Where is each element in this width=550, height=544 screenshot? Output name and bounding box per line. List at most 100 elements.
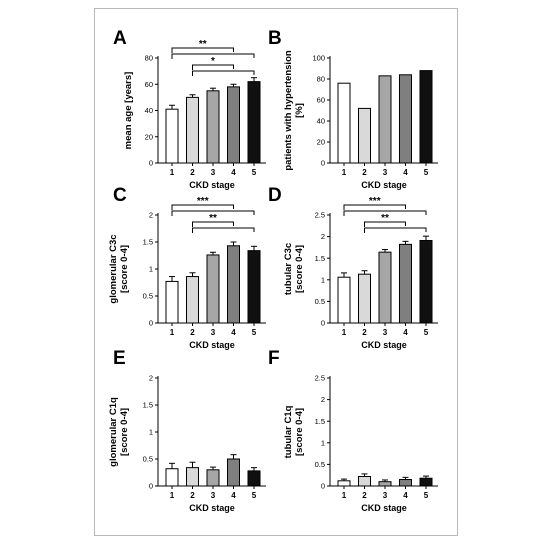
- y-tick-label-f-0: 0: [321, 482, 325, 491]
- panel-label-e: E: [113, 348, 126, 369]
- x-tick-label-f-1: 2: [362, 491, 367, 500]
- y-tick-label-a-3: 60: [145, 80, 153, 89]
- significance-label-d-2: **: [381, 213, 389, 224]
- bar-c-stage-4: [227, 245, 240, 324]
- x-tick-label-b-3: 4: [403, 168, 408, 177]
- y-tick-label-c-1: 0.5: [143, 292, 153, 301]
- y-tick-label-e-1: 0.5: [143, 455, 153, 464]
- bar-e-stage-1: [165, 468, 179, 487]
- panel-label-c: C: [113, 185, 127, 206]
- x-tick-label-a-2: 3: [211, 168, 216, 177]
- y-tick-label-d-4: 2: [321, 232, 325, 241]
- bar-b-stage-2: [358, 107, 371, 164]
- x-tick-label-d-1: 2: [362, 328, 367, 337]
- x-tick-label-f-3: 4: [403, 491, 408, 500]
- bar-a-stage-5: [247, 81, 261, 164]
- y-tick-label-b-0: 0: [321, 159, 325, 168]
- x-tick-label-a-1: 2: [190, 168, 195, 177]
- significance-bracket-a-2: [192, 64, 234, 70]
- y-tick-label-f-2: 1: [321, 438, 325, 447]
- bar-f-stage-2: [358, 475, 371, 487]
- x-tick-label-f-4: 5: [424, 491, 429, 500]
- bar-a-stage-1: [165, 108, 179, 164]
- x-tick-label-e-2: 3: [211, 491, 216, 500]
- bar-b-stage-3: [378, 75, 392, 164]
- panel-label-a: A: [113, 28, 127, 49]
- significance-bracket-c-1: [171, 210, 255, 216]
- significance-bracket-c-0: [171, 204, 234, 210]
- y-tick-label-a-4: 80: [145, 54, 153, 63]
- bar-b-stage-5: [419, 70, 433, 164]
- x-tick-label-d-2: 3: [383, 328, 388, 337]
- x-tick-label-b-1: 2: [362, 168, 367, 177]
- bar-d-stage-5: [419, 239, 433, 324]
- bar-e-stage-2: [186, 467, 199, 487]
- y-tick-label-c-4: 2: [149, 211, 153, 220]
- significance-bracket-d-0: [343, 204, 406, 210]
- significance-bracket-d-2: [364, 221, 406, 227]
- y-tick-label-e-0: 0: [149, 482, 153, 491]
- x-tick-label-e-4: 5: [252, 491, 257, 500]
- bar-a-stage-3: [206, 90, 220, 164]
- significance-label-d-0: ***: [369, 196, 381, 207]
- y-tick-label-e-4: 2: [149, 374, 153, 383]
- y-tick-label-a-1: 20: [145, 132, 153, 141]
- x-axis-title-c: CKD stage: [189, 340, 235, 350]
- y-tick-label-d-1: 0.5: [315, 297, 325, 306]
- x-tick-label-c-4: 5: [252, 328, 257, 337]
- x-tick-label-c-0: 1: [170, 328, 175, 337]
- bar-c-stage-2: [186, 276, 199, 324]
- y-tick-label-f-3: 1.5: [315, 417, 325, 426]
- y-axis-title-e: glomerular C1q[score 0-4]: [108, 397, 130, 467]
- x-tick-label-a-3: 4: [231, 168, 236, 177]
- y-tick-label-f-4: 2: [321, 395, 325, 404]
- y-tick-label-b-1: 20: [317, 138, 325, 147]
- y-axis-title-a: mean age [years]: [123, 72, 134, 150]
- significance-label-a-2: *: [211, 56, 215, 67]
- x-tick-label-a-4: 5: [252, 168, 257, 177]
- significance-label-c-2: **: [209, 213, 217, 224]
- x-tick-label-c-3: 4: [231, 328, 236, 337]
- x-tick-label-f-0: 1: [342, 491, 347, 500]
- y-axis-title-f: tubular C1q[score 0-4]: [283, 405, 305, 458]
- y-tick-label-b-2: 40: [317, 117, 325, 126]
- bar-f-stage-1: [337, 480, 351, 487]
- bar-b-stage-4: [399, 74, 412, 164]
- x-tick-label-f-2: 3: [383, 491, 388, 500]
- x-axis-title-e: CKD stage: [189, 503, 235, 513]
- x-tick-label-c-1: 2: [190, 328, 195, 337]
- y-tick-label-e-2: 1: [149, 428, 153, 437]
- panel-label-f: F: [268, 348, 280, 369]
- y-tick-label-b-3: 60: [317, 96, 325, 105]
- bar-d-stage-3: [378, 251, 392, 324]
- y-axis-title-c: glomerular C3c[score 0-4]: [108, 234, 130, 303]
- bar-f-stage-3: [378, 481, 392, 487]
- bar-a-stage-4: [227, 86, 240, 164]
- significance-bracket-c-3: [192, 227, 255, 233]
- bar-e-stage-3: [206, 469, 220, 487]
- bar-a-stage-2: [186, 96, 199, 164]
- bar-f-stage-5: [419, 477, 433, 487]
- bar-c-stage-1: [165, 280, 179, 324]
- figure-frame: [94, 8, 458, 536]
- panel-label-d: D: [268, 185, 282, 206]
- bar-d-stage-2: [358, 273, 371, 324]
- y-tick-label-c-3: 1.5: [143, 238, 153, 247]
- significance-label-c-0: ***: [197, 196, 209, 207]
- x-tick-label-a-0: 1: [170, 168, 175, 177]
- bar-d-stage-1: [337, 276, 351, 324]
- y-tick-label-a-2: 40: [145, 106, 153, 115]
- y-tick-label-b-4: 80: [317, 75, 325, 84]
- significance-bracket-a-1: [171, 53, 255, 59]
- x-axis-title-b: CKD stage: [361, 180, 407, 190]
- y-tick-label-c-0: 0: [149, 319, 153, 328]
- significance-bracket-c-2: [192, 221, 234, 227]
- bar-f-stage-4: [399, 479, 412, 487]
- y-axis-title-d: tubular C3c[score 0-4]: [283, 243, 305, 295]
- significance-bracket-d-1: [343, 210, 427, 216]
- significance-bracket-a-0: [171, 47, 234, 53]
- y-tick-label-a-0: 0: [149, 159, 153, 168]
- bar-e-stage-4: [227, 458, 240, 487]
- bar-e-stage-5: [247, 470, 261, 487]
